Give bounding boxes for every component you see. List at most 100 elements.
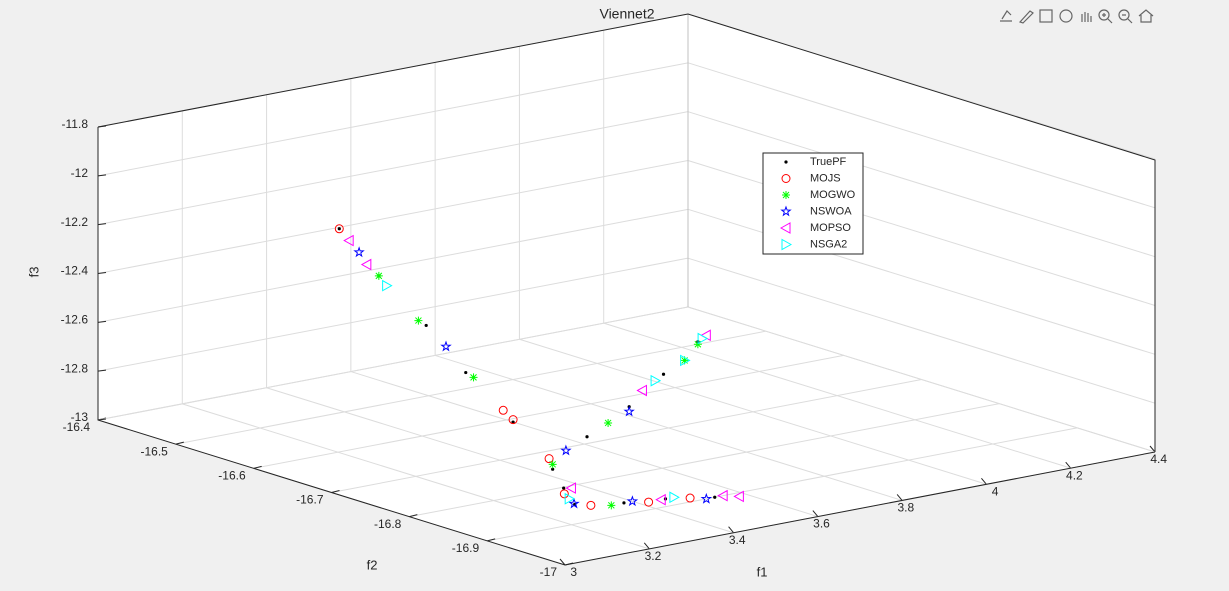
point [700,492,713,504]
point [713,495,717,499]
toolbar-icon[interactable] [1118,9,1130,21]
y-tick-label: -16.9 [452,541,480,555]
point [498,405,508,415]
point [680,354,691,367]
point [360,258,372,271]
point [604,418,613,427]
legend-marker [780,205,792,217]
point [717,489,728,502]
legend: TruePF MOJS MOGWO NSWOA MOPSO NSGA2 [762,152,864,255]
legend-marker [782,191,790,199]
toolbar [1000,9,1154,24]
point [559,489,569,499]
grid-line [97,257,689,372]
y-tick [253,465,262,469]
point [343,234,354,247]
z-tick-label: -12.2 [61,215,89,229]
x-tick-label: 3.2 [645,549,662,563]
point [622,501,626,505]
chart-title: Viennet2 [599,6,654,22]
box-edge [97,13,1156,452]
point [337,227,341,231]
z-tick-label: -12.8 [61,361,89,375]
z-tick-label: -13 [71,410,89,424]
legend-label: NSWOA [810,205,852,217]
grid-line [97,160,689,274]
toolbar-icon[interactable] [1122,14,1133,24]
point [374,271,383,280]
point [560,444,572,456]
toolbar-icon[interactable] [1059,9,1073,23]
point [440,340,452,352]
z-tick [97,320,107,323]
point [568,497,580,509]
legend-marker [784,160,788,164]
point [655,493,666,506]
point [334,224,344,234]
point [685,493,695,503]
y-axis-label: f2 [367,557,378,572]
point [585,435,589,439]
z-tick [97,272,107,274]
axis-line [97,127,1156,566]
x-tick-label: 3.6 [813,517,830,531]
point [650,374,662,387]
z-axis-label: f3 [26,267,41,278]
legend-label: TruePF [810,156,847,168]
x-tick [1149,445,1156,453]
y-tick-label: -16.7 [296,493,324,507]
x-tick [728,526,734,534]
point [511,420,515,424]
legend-label: MOJS [810,172,841,184]
markers [334,224,744,510]
legend-marker [781,174,791,183]
box-edges [97,13,1156,566]
legend-marker [779,222,791,234]
toolbar-icon[interactable] [1098,9,1110,21]
toolbar-icon[interactable] [1081,12,1092,22]
x-tick [643,542,650,550]
point [697,332,709,345]
z-tick-label: -11.8 [62,117,89,131]
z-tick-label: -12.6 [61,313,89,327]
z-tick-label: -12.4 [61,264,89,278]
y-tick [487,538,496,542]
z-tick [97,174,107,177]
x-tick [896,494,903,501]
y-tick-label: -17 [540,565,558,579]
point [414,316,423,325]
point [565,482,576,494]
point [508,415,518,425]
x-tick-label: 4.4 [1150,452,1167,466]
y-tick-label: -16.6 [218,469,246,483]
point [607,501,616,510]
x-tick [1065,461,1072,469]
x-tick-label: 4 [992,484,999,498]
x-tick-label: 3 [570,565,577,579]
grid-line [687,62,1156,209]
x-axis-label: f1 [757,564,768,579]
legend-box [762,152,864,255]
z-tick [97,369,107,372]
toolbar-icon[interactable] [1000,10,1012,22]
toolbar-icon[interactable] [1039,9,1053,23]
grid-line [97,62,689,177]
toolbar-icon[interactable] [1102,13,1113,24]
grid-line [687,306,1156,453]
point [548,460,557,469]
y-tick [331,490,340,493]
grid-line [687,257,1156,404]
point [544,454,554,464]
point [661,372,666,376]
y-tick [175,441,184,445]
toolbar-icon[interactable] [1138,9,1154,23]
legend-marker [781,238,793,251]
point [464,370,468,375]
toolbar-icon[interactable] [1018,10,1034,24]
point [469,373,478,382]
grid-line [331,379,922,493]
grid-line [687,111,1156,258]
point [733,490,744,503]
